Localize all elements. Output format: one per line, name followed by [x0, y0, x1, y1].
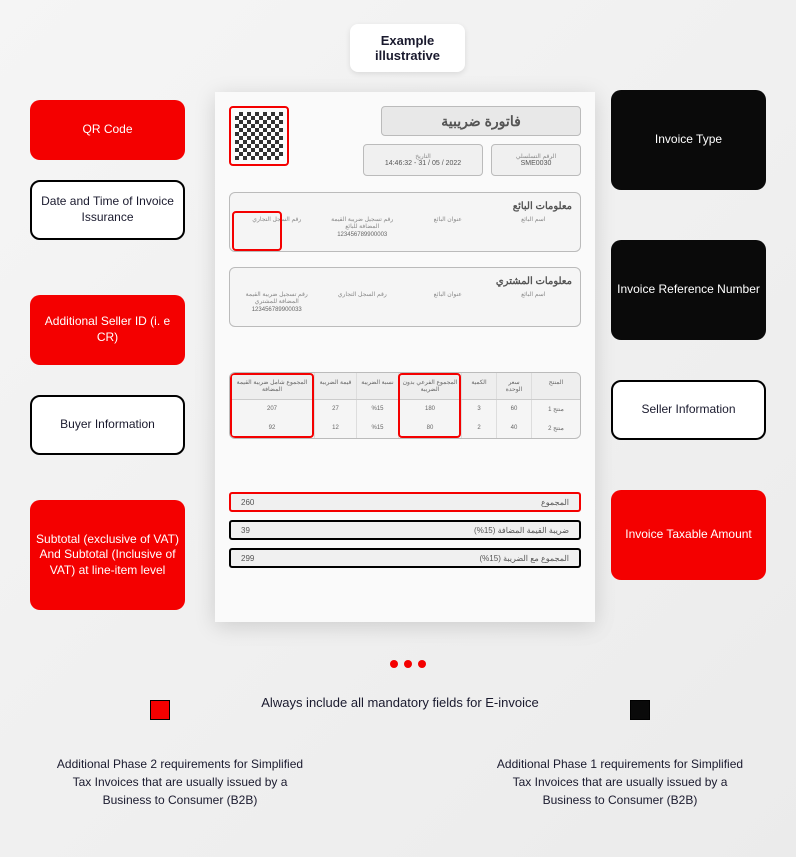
legend-black-box: [630, 700, 650, 720]
dot-icon: [418, 660, 426, 668]
invoice-ref-box: الرقم التسلسلي SME0030: [491, 144, 581, 176]
cell: 60: [496, 400, 531, 419]
col-header: المجموع شامل ضريبة القيمة المضافة: [230, 373, 314, 399]
legend-center-text: Always include all mandatory fields for …: [250, 695, 550, 710]
header-title: Example illustrative: [350, 24, 465, 72]
seller-title: معلومات البائع: [238, 201, 572, 212]
col-header: الكمية: [461, 373, 496, 399]
col-header: قيمة الضريبة: [314, 373, 356, 399]
dot-icon: [390, 660, 398, 668]
cell: منتج 1: [531, 400, 580, 419]
col-header: المنتج: [531, 373, 580, 399]
info-cell: اسم البائع: [495, 291, 573, 313]
total-row-0: المجموع260: [229, 492, 581, 512]
table-row: منتج 1603180%1527207: [230, 400, 580, 419]
cell: 92: [230, 419, 314, 438]
separator-dots: [390, 660, 426, 668]
label-invoice-reference-number: Invoice Reference Number: [611, 240, 766, 340]
dot-icon: [404, 660, 412, 668]
date-value: 2022 / 05 / 31 - 14:46:32: [385, 160, 461, 167]
cell: 180: [398, 400, 461, 419]
ref-label: الرقم التسلسلي: [516, 153, 556, 160]
ref-value: SME0030: [521, 160, 552, 167]
col-header: سعر الوحدة: [496, 373, 531, 399]
invoice-type-title: فاتورة ضريبية: [381, 106, 581, 136]
seller-section: معلومات البائع اسم البائع عنوان البائع رقم…: [229, 192, 581, 252]
info-cell: عنوان البائع: [409, 216, 487, 238]
col-header: المجموع الفرعي بدون الضريبة: [398, 373, 461, 399]
label-invoice-type: Invoice Type: [611, 90, 766, 190]
cell: 3: [461, 400, 496, 419]
legend-left-desc: Additional Phase 2 requirements for Simp…: [50, 755, 310, 809]
cell: 40: [496, 419, 531, 438]
seller-cr-highlight: [232, 211, 282, 251]
legend-right-desc: Additional Phase 1 requirements for Simp…: [490, 755, 750, 809]
cell: منتج 2: [531, 419, 580, 438]
cell: 27: [314, 400, 356, 419]
cell: %15: [356, 400, 398, 419]
qr-code-icon: [235, 112, 283, 160]
label-seller-information: Seller Information: [611, 380, 766, 440]
items-table: المنتجسعر الوحدةالكميةالمجموع الفرعي بدو…: [229, 372, 581, 439]
info-cell: عنوان البائع: [409, 291, 487, 313]
cell: 2: [461, 419, 496, 438]
label-qr-code: QR Code: [30, 100, 185, 160]
col-header: نسبة الضريبة: [356, 373, 398, 399]
cell: %15: [356, 419, 398, 438]
info-cell: رقم السجل التجاري: [324, 291, 402, 313]
qr-code-box: [229, 106, 289, 166]
cell: 80: [398, 419, 461, 438]
legend-red-box: [150, 700, 170, 720]
label-invoice-taxable-amount: Invoice Taxable Amount: [611, 490, 766, 580]
label-subtotal-exclusive-of-vat-and-: Subtotal (exclusive of VAT) And Subtotal…: [30, 500, 185, 610]
total-row-1: ضريبة القيمة المضافة (15%)39: [229, 520, 581, 540]
total-row-2: المجموع مع الضريبة (15%)299: [229, 548, 581, 568]
date-label: التاريخ: [415, 153, 431, 160]
buyer-title: معلومات المشتري: [238, 276, 572, 287]
label-buyer-information: Buyer Information: [30, 395, 185, 455]
info-cell: اسم البائع: [495, 216, 573, 238]
buyer-section: معلومات المشتري اسم البائع عنوان البائع رق…: [229, 267, 581, 327]
info-cell: رقم تسجيل ضريبة القيمة المضافة للمشتري12…: [238, 291, 316, 313]
table-row: منتج 240280%151292: [230, 419, 580, 438]
cell: 12: [314, 419, 356, 438]
label-date-and-time-of-invoice-issur: Date and Time of Invoice Issurance: [30, 180, 185, 240]
invoice-document: فاتورة ضريبية الرقم التسلسلي SME0030 الت…: [215, 92, 595, 622]
label-additional-seller-id-i-e-cr-: Additional Seller ID (i. e CR): [30, 295, 185, 365]
cell: 207: [230, 400, 314, 419]
info-cell: رقم تسجيل ضريبة القيمة المضافة للبائع123…: [324, 216, 402, 238]
invoice-date-box: التاريخ 2022 / 05 / 31 - 14:46:32: [363, 144, 483, 176]
